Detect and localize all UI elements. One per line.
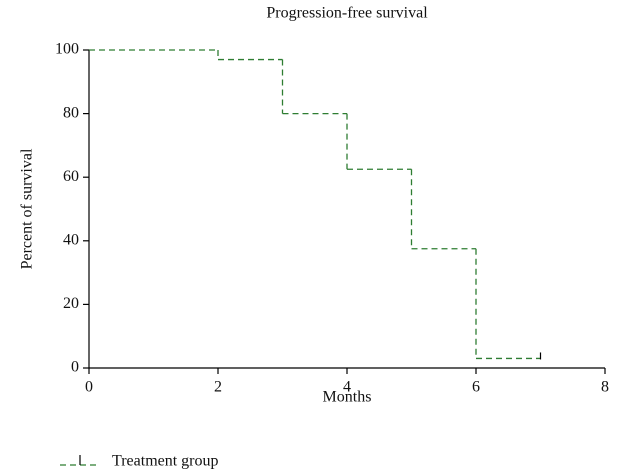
y-tick-label: 40 bbox=[63, 231, 79, 248]
chart-title: Progression-free survival bbox=[266, 5, 428, 22]
x-tick-label: 8 bbox=[601, 379, 609, 396]
x-tick-label: 0 bbox=[85, 379, 93, 396]
y-axis-label: Percent of survival bbox=[19, 148, 36, 269]
x-tick-label: 4 bbox=[343, 379, 351, 396]
y-tick-label: 60 bbox=[63, 168, 79, 185]
y-tick-label: 0 bbox=[71, 359, 79, 376]
x-tick-label: 6 bbox=[472, 379, 480, 396]
legend-label: Treatment group bbox=[112, 453, 219, 470]
y-tick-label: 80 bbox=[63, 104, 79, 121]
x-axis-label: Months bbox=[323, 389, 372, 406]
y-tick-label: 20 bbox=[63, 295, 79, 312]
y-tick-label: 100 bbox=[55, 41, 79, 58]
x-tick-label: 2 bbox=[214, 379, 222, 396]
